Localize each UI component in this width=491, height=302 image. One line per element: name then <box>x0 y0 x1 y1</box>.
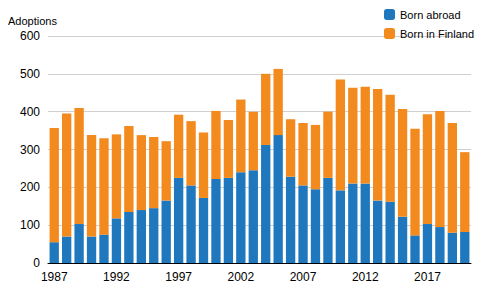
svg-text:2002: 2002 <box>227 270 254 284</box>
svg-text:Adoptions: Adoptions <box>8 15 57 27</box>
svg-text:600: 600 <box>20 29 40 43</box>
svg-text:Born abroad: Born abroad <box>400 9 461 21</box>
svg-text:100: 100 <box>20 218 40 232</box>
svg-text:500: 500 <box>20 67 40 81</box>
svg-text:1997: 1997 <box>165 270 192 284</box>
svg-text:Born in Finland: Born in Finland <box>400 28 474 40</box>
svg-text:1992: 1992 <box>103 270 130 284</box>
svg-text:300: 300 <box>20 143 40 157</box>
svg-text:400: 400 <box>20 105 40 119</box>
svg-text:0: 0 <box>33 256 40 270</box>
svg-text:200: 200 <box>20 180 40 194</box>
svg-text:2017: 2017 <box>414 270 441 284</box>
svg-text:2007: 2007 <box>290 270 317 284</box>
svg-text:2012: 2012 <box>352 270 379 284</box>
svg-text:1987: 1987 <box>41 270 68 284</box>
